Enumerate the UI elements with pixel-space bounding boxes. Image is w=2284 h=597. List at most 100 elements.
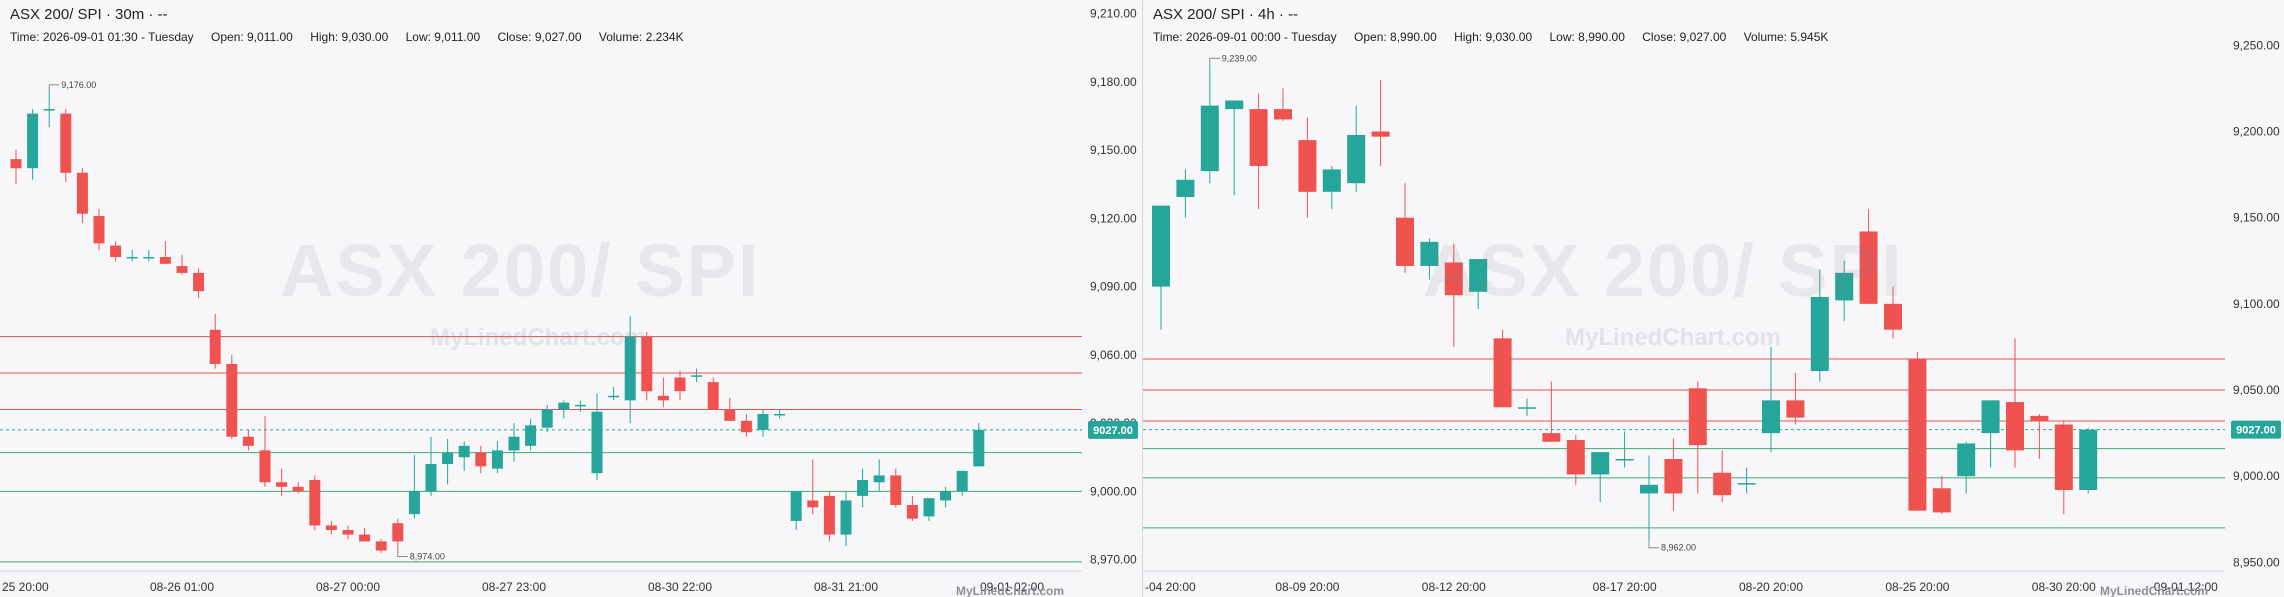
candle xyxy=(1518,398,1536,416)
candle-body xyxy=(558,402,570,410)
candle xyxy=(76,168,88,223)
y-axis-tick-label: 9,150.00 xyxy=(1090,143,1137,157)
candle xyxy=(823,491,835,542)
candle-body xyxy=(1444,262,1463,296)
candle-body xyxy=(1225,100,1244,110)
candle xyxy=(226,354,238,440)
chart-panel-30m[interactable]: 9,176.00 8,974.00 25 20:00 08-26 01:00 08-27… xyxy=(0,0,1142,597)
candlestick-chart-4h[interactable]: 9,239.00 8,962.00 -04 20:00 08-09 20:00 08-1… xyxy=(1143,0,2284,597)
period-low-label: 8,974.00 xyxy=(410,552,445,562)
candle xyxy=(624,316,636,424)
y-axis-tick-label: 9,180.00 xyxy=(1090,75,1137,89)
candle-body xyxy=(691,375,703,377)
candle-body xyxy=(740,420,752,433)
candle-body xyxy=(276,482,288,487)
candle xyxy=(1347,105,1366,192)
candle xyxy=(857,468,869,508)
plot-area xyxy=(0,0,1082,571)
candle-body xyxy=(2054,424,2073,490)
candle xyxy=(1274,88,1292,122)
candle xyxy=(674,370,686,401)
info-volume: Volume: 5.945K xyxy=(1743,30,1829,44)
candle xyxy=(1786,372,1805,425)
candle-body xyxy=(508,436,520,451)
candle xyxy=(790,491,802,531)
candle-body xyxy=(27,113,39,169)
candle xyxy=(641,332,653,401)
candle xyxy=(608,386,620,401)
candle xyxy=(1640,455,1658,542)
current-price-tag xyxy=(2231,420,2281,439)
candle xyxy=(276,468,288,496)
y-axis-tick-label: 9,150.00 xyxy=(2233,211,2280,225)
candle-body xyxy=(1737,483,1756,485)
candle-body xyxy=(458,445,470,458)
candle-body xyxy=(1420,241,1439,266)
candle xyxy=(2030,414,2049,459)
candle xyxy=(1615,431,1634,468)
x-axis-tick-label: 08-30 22:00 xyxy=(648,580,712,594)
brand-label: MyLinedChart.com xyxy=(956,584,1065,597)
candle-body xyxy=(1615,458,1634,461)
candle-body xyxy=(1469,259,1488,292)
y-axis-tick-label: 9,250.00 xyxy=(2233,38,2280,52)
x-axis-tick-label: 09-01 12:00 xyxy=(2154,580,2218,594)
x-axis-tick-label: 09-01 02:00 xyxy=(980,580,1044,594)
current-price-label: 9027.00 xyxy=(2236,425,2276,437)
info-close: Close: 9,027.00 xyxy=(1642,30,1727,44)
x-axis-tick-label: 08-30 20:00 xyxy=(2032,580,2096,594)
candle-body xyxy=(2030,415,2049,422)
candle xyxy=(143,250,155,262)
candle-body xyxy=(1493,338,1512,408)
candle-body xyxy=(10,159,22,169)
y-axis-tick-label: 8,970.00 xyxy=(1090,553,1137,567)
candle-body xyxy=(1249,109,1268,166)
candle xyxy=(940,486,952,508)
candle xyxy=(1298,117,1317,218)
chart-panel-4h[interactable]: 9,239.00 8,962.00 -04 20:00 08-09 20:00 08-1… xyxy=(1142,0,2284,597)
candle-body xyxy=(774,413,786,416)
watermark-site: MyLinedChart.com xyxy=(1565,324,1782,351)
candle-body xyxy=(1518,407,1536,409)
candle xyxy=(43,90,55,128)
brand-label: MyLinedChart.com xyxy=(2100,584,2209,597)
candle xyxy=(724,398,736,421)
candle-body xyxy=(807,500,819,508)
y-axis-tick-label: 9,210.00 xyxy=(1090,7,1137,21)
candle xyxy=(1493,329,1512,408)
candle xyxy=(1957,441,1976,494)
candle-body xyxy=(890,475,902,506)
candle xyxy=(408,454,420,519)
candle xyxy=(425,436,437,496)
candlestick-chart-30m[interactable]: 9,176.00 8,974.00 25 20:00 08-26 01:00 08-27… xyxy=(0,0,1142,597)
candle xyxy=(923,498,935,521)
candle-body xyxy=(176,266,188,273)
candle-body xyxy=(1932,488,1951,513)
candle-body xyxy=(956,470,968,492)
candle-body xyxy=(425,464,437,492)
x-axis-tick-label: -04 20:00 xyxy=(1145,580,1196,594)
candle-body xyxy=(724,409,736,421)
candle-body xyxy=(857,479,869,496)
candle-body xyxy=(226,363,238,437)
candle-body xyxy=(923,498,935,517)
candle xyxy=(27,109,39,180)
candle xyxy=(1664,438,1683,511)
high-marker-line xyxy=(48,84,60,91)
candle xyxy=(807,459,819,515)
candle-body xyxy=(475,452,487,467)
candle-body xyxy=(1274,109,1292,120)
y-axis-tick-label: 8,950.00 xyxy=(2233,555,2280,569)
candle-body xyxy=(1762,400,1780,434)
candle xyxy=(491,441,503,474)
candle-body xyxy=(1957,443,1976,477)
candle-body xyxy=(342,530,354,535)
y-axis-tick-label: 9,060.00 xyxy=(1090,348,1137,362)
candle xyxy=(259,416,271,487)
candle-body xyxy=(906,505,918,519)
candle-body xyxy=(1322,169,1341,192)
candle xyxy=(1932,476,1951,515)
candle-body xyxy=(1371,131,1390,137)
candle xyxy=(1884,286,1902,339)
candle-body xyxy=(491,450,503,469)
